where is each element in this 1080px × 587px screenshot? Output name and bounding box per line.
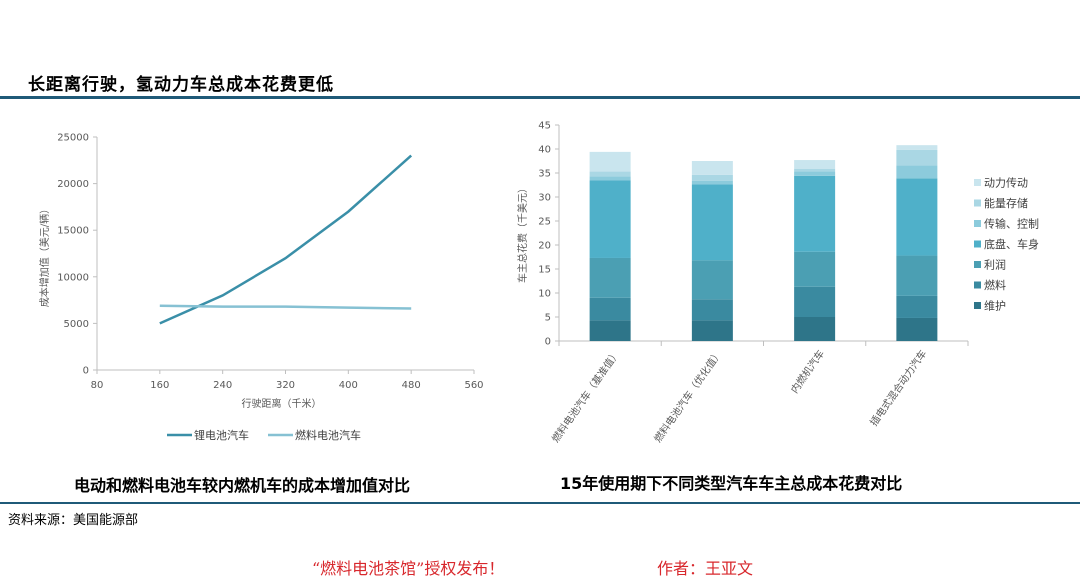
source-note: 资料来源：美国能源部 (8, 513, 139, 528)
bar-segment (896, 255, 938, 296)
line-legend-label: 燃料电池汽车 (295, 428, 361, 442)
bar-legend-label: 维护 (984, 299, 1006, 313)
bar-legend-swatch (974, 261, 981, 268)
bar-category-label: 内燃机汽车 (788, 347, 827, 395)
bar-segment (794, 286, 836, 317)
bar-legend-swatch (974, 179, 981, 186)
bar-legend-swatch (974, 302, 981, 309)
bar-segment (896, 178, 938, 256)
bar-segment (691, 320, 733, 341)
bar-segment (896, 295, 938, 318)
line-y-tick-label: 10000 (57, 272, 89, 283)
page-heading: 长距离行驶，氢动力车总成本花费更低 (28, 75, 334, 95)
bar-category-label: 插电式混合动力汽车 (867, 347, 929, 428)
bar-legend-label: 燃料 (984, 278, 1006, 292)
stacked-bar-chart: 0 5 10 15 20 25 30 35 40 45 车主总花费（千美元） 燃料电池汽车（基准值） 燃… (516, 121, 1039, 445)
line-x-tick-label: 160 (150, 380, 169, 391)
bar-legend-swatch (974, 240, 981, 248)
line-series-1 (159, 154, 413, 325)
bar-segment (691, 161, 733, 175)
bar-segment (691, 299, 733, 321)
line-series-2 (159, 304, 412, 310)
bar-y-tick-label: 40 (538, 145, 551, 156)
bar-segment (589, 151, 631, 172)
line-x-tick-label: 240 (213, 380, 232, 391)
line-chart-caption: 电动和燃料电池车较内燃机车的成本增加值对比 (74, 476, 411, 495)
bar-y-tick-label: 5 (545, 313, 551, 324)
bar-segment (589, 320, 631, 341)
bar-legend-label: 动力传动 (984, 177, 1028, 190)
bar-y-tick-label: 45 (538, 121, 551, 132)
bar-segment (794, 317, 836, 341)
bar-y-tick-label: 20 (538, 241, 551, 252)
bar-segment (691, 174, 733, 181)
bar-segment (691, 180, 733, 185)
line-y-tick-label: 15000 (57, 226, 89, 237)
line-x-tick-label: 320 (276, 380, 295, 391)
bar-segment (794, 160, 836, 169)
line-x-tick-label: 80 (91, 380, 104, 391)
bar-legend-label: 能量存储 (984, 196, 1028, 210)
line-y-axis-title: 成本增加值（美元/辆） (38, 204, 51, 307)
bar-legend-swatch (974, 281, 981, 289)
bar-legend-label: 底盘、车身 (984, 237, 1039, 251)
bar-segment (896, 317, 938, 341)
top-divider (0, 96, 1080, 99)
line-x-tick-label: 560 (464, 380, 483, 391)
bar-segment (589, 297, 631, 321)
footer-publish-note: “燃料电池茶馆”授权发布！ (312, 559, 505, 578)
bar-segment (794, 168, 836, 172)
bar-segment (589, 180, 631, 258)
line-y-tick-label: 20000 (57, 179, 89, 190)
bar-y-tick-label: 15 (538, 265, 551, 276)
bar-y-tick-label: 0 (545, 337, 551, 348)
bar-segment (589, 257, 631, 298)
bar-legend-label: 利润 (984, 258, 1006, 272)
bar-segment (794, 251, 836, 287)
line-y-tick-label: 5000 (64, 319, 89, 330)
bar-segment (589, 176, 631, 181)
bar-y-tick-label: 30 (538, 193, 551, 204)
bar-category-label: 燃料电池汽车（基准值） (549, 347, 623, 445)
footer-author: 作者：王亚文 (657, 559, 754, 578)
bar-y-tick-label: 35 (538, 169, 551, 180)
bar-category-label: 燃料电池汽车（优化值） (651, 347, 725, 445)
bar-y-axis-title: 车主总花费（千美元） (516, 183, 529, 283)
line-x-axis-title: 行驶距离（千米） (242, 397, 322, 410)
line-y-tick-label: 0 (83, 366, 89, 377)
bar-segment (589, 171, 631, 177)
bar-legend-label: 传输、控制 (984, 217, 1039, 231)
bar-chart-caption: 15年使用期下不同类型汽车车主总成本花费对比 (560, 474, 903, 493)
bar-segment (896, 145, 938, 150)
bar-segment (896, 149, 938, 166)
bar-segment (691, 260, 733, 300)
bar-segment (794, 171, 836, 176)
bar-legend-swatch (974, 199, 981, 207)
bar-segment (691, 184, 733, 261)
bottom-divider (0, 502, 1080, 504)
bar-segment (794, 175, 836, 252)
line-y-tick-label: 25000 (57, 133, 89, 144)
line-legend-label: 锂电池汽车 (194, 428, 249, 442)
bar-segment (896, 165, 938, 179)
bar-y-tick-label: 10 (538, 289, 551, 300)
bar-legend-swatch (974, 220, 981, 227)
line-x-tick-label: 480 (402, 380, 421, 391)
line-chart: 0 5000 10000 15000 20000 25000 80 160 240 320 400 4… (38, 133, 484, 443)
line-x-tick-label: 400 (339, 380, 358, 391)
bar-y-tick-label: 25 (538, 217, 551, 228)
